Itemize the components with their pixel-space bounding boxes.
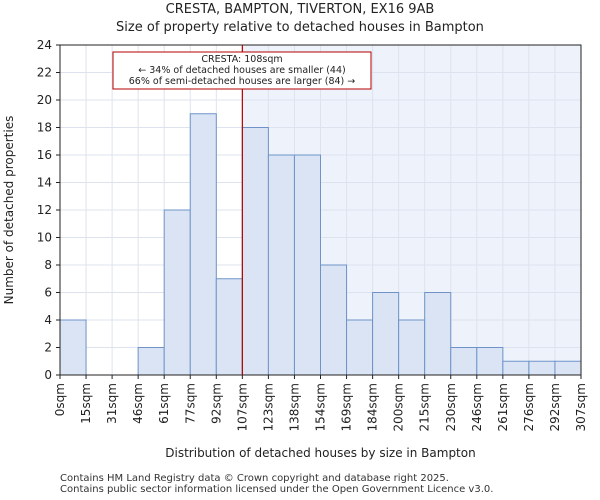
- y-tick-label: 14: [37, 176, 52, 190]
- x-tick-label: 92sqm: [209, 383, 223, 424]
- annotation-layer: CRESTA: 108sqm← 34% of detached houses a…: [112, 45, 372, 375]
- chart-title-line2: Size of property relative to detached ho…: [116, 20, 484, 35]
- bar: [528, 360, 556, 376]
- y-tick-label: 6: [44, 286, 52, 300]
- bars-layer: [59, 113, 582, 376]
- bar: [372, 292, 400, 376]
- bar: [59, 319, 87, 376]
- y-tick-label: 2: [44, 341, 52, 355]
- y-tick-label: 16: [37, 148, 52, 162]
- x-tick-label: 169sqm: [340, 383, 354, 431]
- bar: [424, 292, 452, 376]
- bar: [320, 264, 348, 376]
- x-tick-label: 77sqm: [183, 383, 197, 424]
- annotation-title: CRESTA: 108sqm: [201, 54, 282, 65]
- x-tick-label: 138sqm: [287, 383, 301, 431]
- x-tick-label: 0sqm: [53, 383, 67, 416]
- annotation-box: [112, 51, 372, 90]
- x-tick-label: 215sqm: [418, 383, 432, 431]
- annotation-larger: 66% of semi-detached houses are larger (…: [129, 76, 356, 87]
- y-tick-label: 12: [37, 203, 52, 217]
- x-tick-label: 230sqm: [444, 383, 458, 431]
- y-tick-label: 24: [37, 38, 52, 52]
- bar: [502, 360, 530, 376]
- chart-title-line1: CRESTA, BAMPTON, TIVERTON, EX16 9AB: [165, 2, 435, 17]
- y-axis-label: Number of detached properties: [2, 116, 16, 305]
- x-tick-label: 107sqm: [235, 383, 249, 431]
- x-tick-label: 46sqm: [131, 383, 145, 424]
- x-tick-label: 154sqm: [314, 383, 328, 431]
- bar: [267, 154, 295, 376]
- bar: [215, 278, 243, 376]
- x-tick-label: 15sqm: [79, 383, 93, 424]
- bar: [476, 347, 504, 376]
- y-tick-label: 22: [37, 66, 52, 80]
- bar: [163, 209, 191, 376]
- x-tick-label: 61sqm: [157, 383, 171, 424]
- x-tick-label: 200sqm: [392, 383, 406, 431]
- bar: [293, 154, 322, 376]
- y-tick-label: 20: [37, 93, 52, 107]
- y-tick-label: 18: [37, 121, 52, 135]
- bar: [189, 113, 217, 376]
- bar: [241, 127, 269, 376]
- bar: [398, 319, 426, 376]
- x-tick-label: 123sqm: [261, 383, 275, 431]
- x-tick-label: 184sqm: [366, 383, 380, 431]
- y-tick-label: 4: [44, 313, 52, 327]
- x-tick-label: 276sqm: [522, 383, 536, 431]
- footer-copyright: Contains HM Land Registry data © Crown c…: [60, 473, 449, 484]
- x-tick-label: 307sqm: [574, 383, 588, 431]
- y-tick-label: 8: [44, 258, 52, 272]
- bar: [346, 319, 374, 376]
- x-tick-label: 246sqm: [470, 383, 484, 431]
- bar: [554, 360, 582, 376]
- annotation-smaller: ← 34% of detached houses are smaller (44…: [138, 65, 345, 76]
- bar: [450, 347, 478, 376]
- y-tick-label: 0: [44, 368, 52, 382]
- x-tick-label: 31sqm: [105, 383, 119, 424]
- bar: [137, 347, 165, 376]
- x-tick-label: 292sqm: [548, 383, 562, 431]
- y-tick-label: 10: [37, 231, 52, 245]
- x-axis-label: Distribution of detached houses by size …: [165, 446, 475, 460]
- x-tick-label: 261sqm: [496, 383, 510, 431]
- footer-licence: Contains public sector information licen…: [60, 484, 494, 495]
